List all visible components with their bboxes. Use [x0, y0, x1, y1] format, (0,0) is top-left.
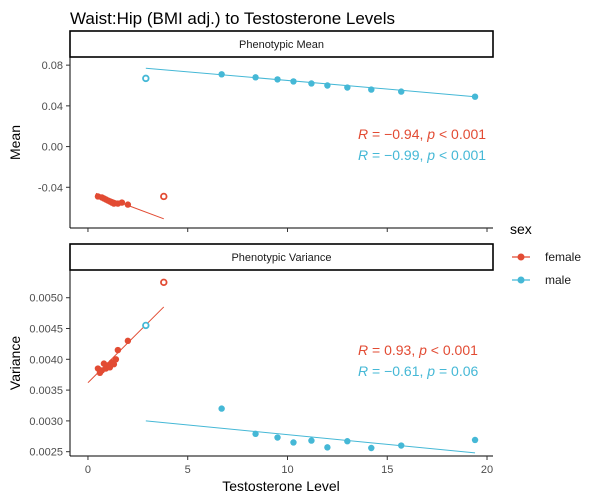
male-point: [368, 86, 375, 93]
female-point: [114, 346, 122, 354]
y-axis-label: Variance: [7, 336, 23, 390]
y-tick-label: 0.0040: [29, 354, 63, 366]
male-point: [252, 74, 259, 81]
correlation-annotation: R = −0.94, p < 0.001: [358, 126, 486, 142]
x-axis-label: Testosterone Level: [222, 478, 340, 494]
x-tick-label: 15: [381, 464, 393, 476]
panel-title: Phenotypic Variance: [231, 252, 331, 264]
panel-title: Phenotypic Mean: [239, 39, 324, 51]
legend-item-male: male: [512, 273, 571, 287]
legend: sex female male: [510, 221, 581, 287]
male-outlier-point: [142, 74, 150, 83]
legend-label: female: [545, 250, 581, 264]
male-outlier-point: [142, 321, 150, 330]
male-point: [252, 430, 259, 438]
panel-strip: [69, 30, 494, 58]
y-tick-label: 0.0035: [29, 385, 63, 397]
legend-key-point: [517, 253, 525, 261]
x-tick-label: 0: [85, 464, 91, 476]
x-tick-label: 5: [185, 464, 191, 476]
male-point: [398, 88, 405, 95]
female-point: [118, 199, 126, 206]
x-tick-label: 20: [481, 464, 493, 476]
male-point: [398, 442, 405, 449]
female-point: [112, 356, 120, 363]
legend-label: male: [545, 273, 571, 287]
y-tick-label: -0.04: [38, 182, 63, 194]
male-point: [308, 80, 315, 87]
male-point: [324, 82, 331, 89]
y-tick-label: 0.04: [42, 101, 63, 113]
female-point: [124, 337, 132, 345]
legend-key-point: [517, 276, 525, 284]
correlation-annotation: R = 0.93, p < 0.001: [358, 342, 478, 358]
y-tick-label: 0.0045: [29, 324, 63, 336]
male-point: [344, 438, 351, 445]
x-tick-label: 10: [281, 464, 293, 476]
correlation-annotation: R = −0.99, p < 0.001: [358, 147, 486, 163]
male-point: [290, 78, 297, 85]
legend-item-female: female: [512, 250, 581, 264]
male-point: [274, 434, 281, 441]
panel-1: Phenotypic Mean -0.04 0.00 0.04 0.08 Mean R = …: [7, 30, 494, 232]
y-tick-label: 0.0025: [29, 447, 63, 459]
female-outlier-point: [160, 278, 168, 287]
y-tick-label: 0.08: [42, 60, 63, 72]
male-point: [471, 436, 479, 444]
female-outlier-point: [160, 192, 168, 201]
male-point: [218, 405, 225, 412]
legend-title: sex: [510, 221, 532, 237]
female-point: [124, 201, 132, 208]
male-point: [274, 76, 281, 83]
y-axis-label: Mean: [7, 125, 23, 160]
male-trend-line: [145, 420, 476, 454]
male-point: [308, 437, 315, 444]
plot-area: Phenotypic Mean -0.04 0.00 0.04 0.08 Mean R = …: [7, 30, 494, 476]
male-point: [344, 84, 351, 91]
y-tick-label: 0.0050: [29, 293, 63, 305]
male-point: [471, 93, 479, 100]
male-point: [368, 444, 375, 452]
panel-strip: [69, 243, 494, 271]
male-point: [290, 439, 297, 446]
correlation-annotation: R = −0.61, p = 0.06: [358, 363, 479, 379]
y-tick-label: 0.00: [42, 142, 63, 154]
female-point: [110, 361, 118, 368]
male-point: [218, 71, 225, 78]
y-tick-label: 0.0030: [29, 416, 63, 428]
chart-title: Waist:Hip (BMI adj.) to Testosterone Lev…: [70, 9, 395, 28]
male-point: [324, 444, 331, 451]
panel-2: Phenotypic Variance 0.0025 0.0030 0.0035 0.0…: [7, 243, 494, 476]
